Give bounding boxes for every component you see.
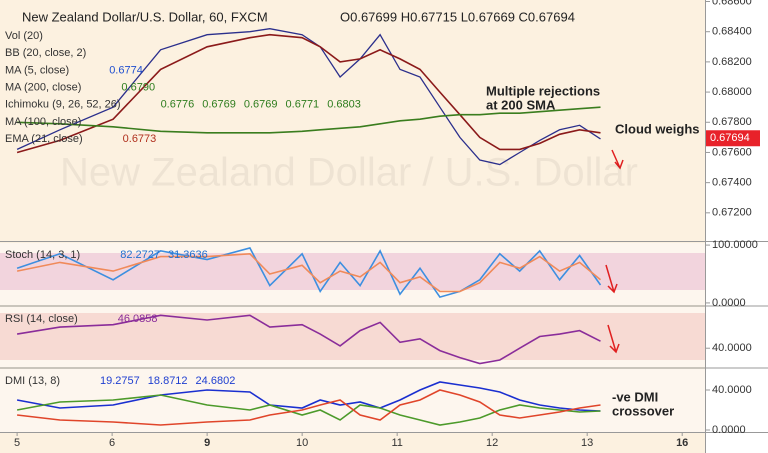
series-line (17, 106, 601, 134)
series-line (16, 28, 601, 166)
y-tick-label: 0.68400 (712, 26, 752, 38)
legend-value: 24.6802 (196, 375, 236, 387)
y-tick-label: 40.0000 (712, 384, 752, 396)
chart-title: New Zealand Dollar/U.S. Dollar, 60, FXCM (22, 9, 268, 24)
y-tick-label: 0.67600 (712, 146, 752, 158)
ohlc: O0.67699 H0.67715 L0.67669 C0.67694 (340, 9, 575, 24)
legend-label: MA (100, close) (5, 116, 81, 128)
x-tick-label: 12 (486, 437, 498, 449)
x-tick-label: 13 (581, 437, 593, 449)
legend-value: 0.6774 (109, 64, 143, 76)
series-line (16, 314, 601, 365)
y-tick-label: 0.0000 (712, 424, 746, 436)
x-tick-label: 9 (204, 437, 210, 449)
y-tick-label: 0.67400 (712, 177, 752, 189)
legend-label: EMA (21, close) (5, 133, 83, 145)
annotation: Multiple rejections (486, 83, 600, 98)
arrows (605, 149, 624, 354)
series-line (16, 394, 601, 426)
y-tick-label: 0.67200 (712, 207, 752, 219)
legend-label: RSI (14, close) (5, 313, 78, 325)
last-price-label: 0.67694 (710, 132, 750, 144)
y-tick-label: 100.0000 (712, 239, 758, 251)
annotation: at 200 SMA (486, 97, 556, 112)
y-tick-label: 0.68200 (712, 56, 752, 68)
legend-label: Ichimoku (9, 26, 52, 26) (5, 99, 121, 111)
legend-value: 46.0858 (118, 313, 158, 325)
x-tick-label: 10 (296, 437, 308, 449)
legend-value: 0.6769 (244, 99, 278, 111)
legend-value: 82.2727 (120, 249, 160, 261)
annotation: crossover (612, 403, 674, 418)
legend-value: 19.2757 (100, 375, 140, 387)
legend-value: 31.3636 (168, 249, 208, 261)
legend-label: Vol (20) (5, 30, 43, 42)
legend-value: 0.6771 (286, 99, 320, 111)
x-tick-label: 5 (14, 437, 20, 449)
x-tick-label: 16 (676, 437, 688, 449)
y-tick-label: 0.0000 (712, 297, 746, 309)
legend-value: 0.6790 (121, 82, 155, 94)
annotation: -ve DMI (612, 389, 658, 404)
legend-label: DMI (13, 8) (5, 375, 60, 387)
y-tick-label: 0.68000 (712, 86, 752, 98)
stoch-band (0, 253, 705, 290)
legend-value: 18.8712 (148, 375, 188, 387)
x-tick-label: 6 (109, 437, 115, 449)
price-axis-bg (705, 0, 768, 453)
legend-value: 0.6776 (161, 99, 195, 111)
y-tick-label: 0.67800 (712, 116, 752, 128)
series-line (17, 389, 601, 426)
watermark: New Zealand Dollar / U.S. Dollar (60, 151, 638, 195)
legend-value: 0.6773 (123, 133, 157, 145)
y-tick-label: 0.68600 (712, 0, 752, 7)
legend-label: Stoch (14, 3, 1) (5, 249, 80, 261)
legend-label: MA (5, close) (5, 64, 69, 76)
legend-label: BB (20, close, 2) (5, 47, 86, 59)
legend-value: 0.6769 (202, 99, 236, 111)
series-line (16, 252, 602, 293)
legend-value: 0.6803 (327, 99, 361, 111)
x-tick-label: 11 (391, 437, 402, 449)
series-line (16, 33, 601, 154)
legend-label: MA (200, close) (5, 82, 81, 94)
annotation: Cloud weighs (615, 121, 700, 136)
y-tick-label: 40.0000 (712, 342, 752, 354)
last-price-box (706, 130, 760, 147)
